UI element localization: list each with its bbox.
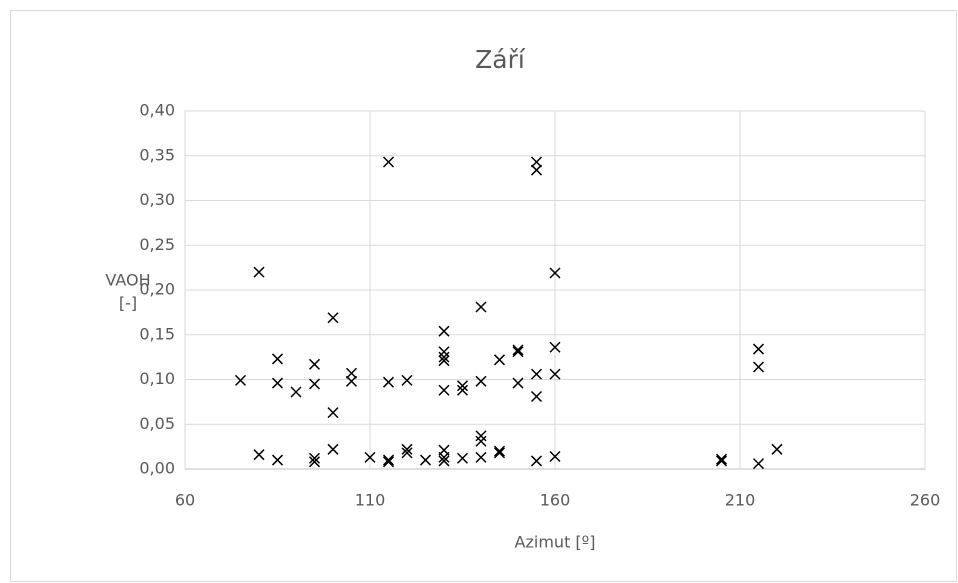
data-point: [456, 384, 469, 396]
x-tick-label: 110: [355, 491, 386, 510]
y-tick-label: 0,40: [139, 101, 175, 120]
data-point: [382, 456, 395, 468]
data-point: [271, 377, 284, 389]
data-point: [308, 456, 321, 468]
data-point: [438, 351, 450, 363]
data-point: [382, 376, 395, 388]
data-point: [549, 341, 561, 353]
x-tick-label: 210: [725, 491, 756, 510]
data-point: [456, 452, 469, 464]
data-point: [549, 267, 561, 279]
y-tick-label: 0,25: [139, 235, 175, 254]
data-point: [493, 445, 506, 457]
data-point: [549, 368, 561, 380]
data-point: [308, 358, 321, 370]
data-point: [715, 455, 728, 467]
data-point: [512, 344, 524, 356]
data-point: [475, 451, 487, 463]
data-point: [364, 451, 376, 463]
data-point: [345, 367, 358, 379]
data-point: [253, 266, 265, 278]
x-tick-label: 260: [910, 491, 941, 510]
chart-title: Září: [475, 45, 526, 74]
data-point: [530, 156, 543, 168]
data-point: [345, 375, 358, 387]
data-point: [308, 378, 321, 390]
data-point: [475, 301, 487, 313]
data-point: [475, 435, 487, 447]
data-point: [549, 450, 561, 463]
data-point: [771, 443, 783, 455]
data-point: [530, 368, 543, 380]
data-point: [530, 390, 543, 403]
data-point: [752, 343, 765, 355]
data-point: [308, 452, 321, 464]
data-point: [438, 384, 450, 396]
data-point: [382, 156, 395, 168]
chart-frame: [10, 10, 957, 582]
data-point: [493, 354, 506, 366]
data-point: [271, 353, 284, 365]
data-point: [401, 374, 413, 386]
data-point: [438, 355, 450, 367]
data-point: [253, 449, 265, 461]
data-point: [327, 407, 339, 419]
y-tick-label: 0,00: [139, 459, 175, 478]
data-point: [438, 451, 450, 463]
data-point: [234, 374, 247, 386]
y-tick-label: 0,35: [139, 145, 175, 164]
data-point: [290, 386, 302, 398]
x-tick-label: 160: [540, 491, 571, 510]
data-point: [530, 164, 543, 176]
data-point: [419, 454, 432, 466]
data-point: [512, 377, 524, 389]
data-point: [475, 375, 487, 387]
y-tick-label: 0,20: [139, 280, 175, 299]
data-point: [401, 443, 413, 455]
data-point: [438, 346, 450, 358]
x-tick-label: 60: [175, 491, 195, 510]
data-point: [512, 346, 524, 358]
data-point: [456, 380, 469, 392]
data-point: [327, 443, 339, 455]
data-point: [530, 455, 543, 467]
data-point: [401, 447, 413, 459]
data-point: [327, 312, 339, 324]
data-point: [715, 453, 728, 465]
data-point: [475, 430, 487, 442]
data-point: [752, 361, 765, 373]
y-tick-label: 0,10: [139, 369, 175, 388]
y-tick-label: 0,15: [139, 324, 175, 343]
data-point: [271, 454, 284, 466]
y-tick-label: 0,30: [139, 190, 175, 209]
data-point: [382, 454, 395, 466]
x-axis-label: Azimut [º]: [515, 533, 596, 552]
data-point: [438, 325, 450, 337]
data-point: [752, 458, 765, 470]
data-point: [493, 447, 506, 459]
y-tick-label: 0,05: [139, 414, 175, 433]
y-axis-label: [-]: [119, 294, 137, 313]
data-point: [438, 455, 450, 467]
y-axis-label: VAOH: [105, 271, 150, 290]
